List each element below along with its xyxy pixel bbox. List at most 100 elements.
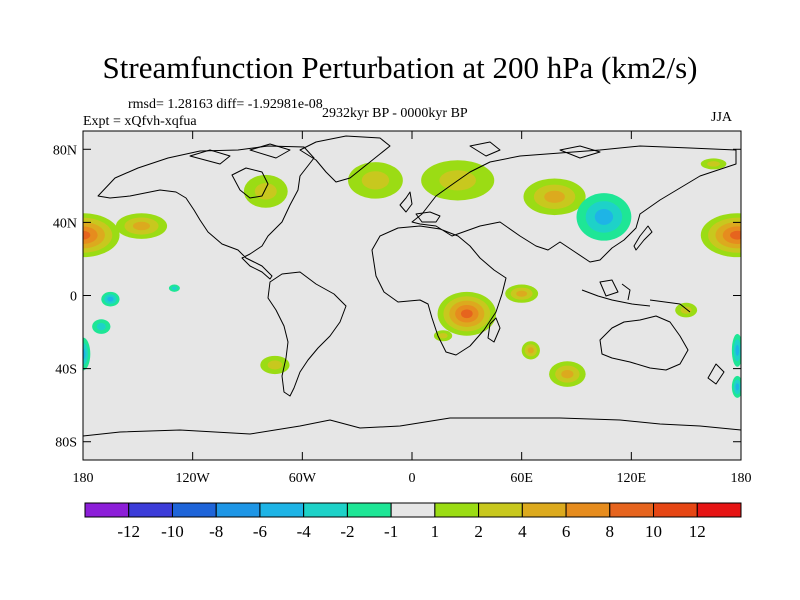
contour-level: [544, 190, 565, 203]
contour-level: [254, 183, 277, 200]
colorbar-swatch: [303, 502, 348, 518]
colorbar-swatch: [128, 502, 173, 518]
map-background: [83, 131, 741, 460]
anomaly-cell: [437, 291, 497, 336]
anomaly-cell: [92, 319, 111, 334]
japan-coastline: [633, 225, 653, 251]
anomaly-cell: [675, 302, 698, 318]
contour-level: [680, 306, 692, 314]
anomaly-field-layer: [83, 158, 741, 398]
colorbar-swatch: [259, 502, 305, 518]
contour-level: [561, 369, 574, 379]
lon-tick-label: 0: [409, 471, 416, 486]
lon-tick-label: 60W: [289, 471, 317, 486]
anomaly-cell: [168, 284, 180, 292]
colorbar-swatch: [346, 502, 392, 518]
anomaly-cell: [115, 213, 168, 239]
lat-tick-label: 40S: [55, 363, 77, 378]
contour-level: [96, 322, 106, 331]
stats-text: rmsd= 1.28163 diff= -1.92981e-08: [128, 97, 323, 112]
contour-level: [107, 296, 114, 302]
anomaly-cell: [101, 291, 120, 307]
lon-tick-label: 120W: [176, 471, 211, 486]
season-label: JJA: [711, 110, 733, 125]
contour-level: [460, 309, 473, 319]
colorbar-swatch: [171, 502, 217, 518]
colorbar-label: 12: [689, 522, 706, 541]
coastline-layer: [83, 135, 741, 437]
anomaly-cell: [523, 178, 586, 216]
map-axes: 80N 40N 0 40S 80S 180 120W 60W 0 60E 120E 180: [53, 131, 752, 486]
contour-level: [171, 286, 178, 291]
colorbar-swatch: [609, 502, 655, 518]
contour-level: [730, 230, 741, 240]
colorbar-label: 2: [474, 522, 483, 541]
contour-level: [438, 332, 448, 339]
contour-level: [735, 344, 740, 356]
contour-level: [527, 347, 534, 354]
colorbar-label: 8: [606, 522, 615, 541]
lat-tick-label: 80N: [53, 143, 77, 158]
colorbar-label: -1: [384, 522, 398, 541]
colorbar-swatch: [84, 502, 130, 518]
anomaly-cell: [700, 158, 727, 170]
great-britain-coastline: [399, 191, 413, 213]
colorbar-swatch: [215, 502, 261, 518]
anomaly-cell: [433, 330, 453, 342]
lat-tick-label: 80S: [55, 436, 77, 451]
lat-tick-label: 40N: [53, 216, 77, 231]
colorbar-swatch: [478, 502, 523, 518]
anomaly-cell: [243, 174, 288, 208]
north-america-coastline: [97, 145, 315, 280]
afro-eurasia-coastline: [371, 145, 737, 356]
south-america-coastline: [267, 271, 347, 397]
anomaly-cell: [521, 341, 540, 360]
colorbar-swatch: [565, 502, 611, 518]
new-zealand-coastline: [707, 363, 725, 385]
anomaly-cell: [83, 337, 91, 371]
contour-level: [735, 383, 740, 391]
indonesia-coastline: [581, 279, 691, 313]
contour-level: [267, 360, 283, 370]
madagascar-coastline: [487, 317, 501, 343]
lon-tick-label: 120E: [617, 471, 647, 486]
antarctica-coastline: [83, 417, 741, 437]
anomaly-cell: [348, 162, 403, 199]
colorbar-label: 6: [562, 522, 571, 541]
colorbar-swatch: [521, 502, 567, 518]
greenland-coastline: [299, 135, 391, 183]
anomaly-cell: [549, 361, 586, 387]
anomaly-cell: [505, 284, 539, 303]
mediterranean-coastline: [415, 211, 441, 223]
colorbar: -12 -10 -8 -6 -4 -2 -1 1 2 4 6 8 10 12: [84, 502, 742, 541]
contour-level: [83, 230, 91, 240]
colorbar-label: -10: [161, 522, 184, 541]
colorbar-label: -12: [117, 522, 140, 541]
colorbar-label: -6: [253, 522, 267, 541]
colorbar-swatch: [390, 502, 436, 518]
anomaly-cell: [576, 193, 632, 241]
colorbar-label: -2: [340, 522, 354, 541]
colorbar-swatch: [696, 502, 742, 518]
anomaly-cell: [83, 213, 120, 258]
australia-coastline: [599, 315, 689, 371]
contour-level: [83, 348, 86, 360]
colorbar-label: 10: [645, 522, 662, 541]
contour-level: [707, 161, 720, 167]
anomaly-cell: [731, 333, 741, 367]
hudson-bay-coastline: [231, 167, 269, 199]
colorbar-label: -4: [297, 522, 312, 541]
colorbar-label: -8: [209, 522, 223, 541]
experiment-label: Expt = xQfvh-xqfua: [83, 114, 197, 129]
lat-tick-label: 0: [70, 290, 77, 305]
lon-tick-label: 180: [731, 471, 752, 486]
contour-level: [594, 208, 614, 225]
anomaly-cell: [731, 375, 741, 398]
lon-tick-label: 180: [73, 471, 94, 486]
anomaly-cell: [700, 213, 741, 258]
colorbar-swatch: [653, 502, 698, 518]
colorbar-label: 1: [431, 522, 440, 541]
colorbar-swatch: [434, 502, 480, 518]
lon-tick-label: 60E: [510, 471, 533, 486]
